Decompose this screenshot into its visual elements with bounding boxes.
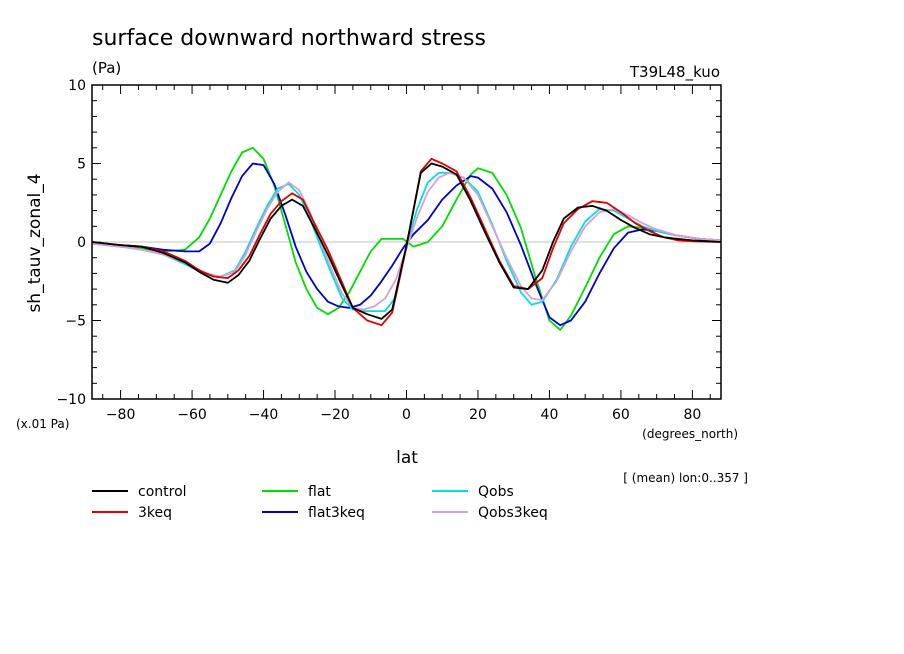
y-tick-label: 5 bbox=[77, 157, 86, 173]
series-line-flat bbox=[91, 146, 722, 331]
x-tick-label: 60 bbox=[612, 407, 630, 423]
x-tick-label: 0 bbox=[402, 407, 411, 423]
x-tick-label: −60 bbox=[177, 407, 207, 423]
legend-label-flat3keq: flat3keq bbox=[308, 505, 365, 521]
y-scale-note: (x.01 Pa) bbox=[16, 417, 69, 431]
legend-label-qobs3keq: Qobs3keq bbox=[478, 505, 548, 521]
plot-frame bbox=[91, 84, 722, 400]
x-tick-label: −20 bbox=[320, 407, 350, 423]
x-tick-label: 20 bbox=[469, 407, 487, 423]
axis-ticks: −80 −60 −40 −20 0 20 40 60 80 −10 −5 0 5 10 bbox=[56, 78, 721, 423]
y-axis-label: sh_tauv_zonal_4 bbox=[25, 173, 45, 312]
legend-label-3keq: 3keq bbox=[138, 505, 172, 521]
legend: control 3keq flat flat3keq Qobs Qobs3keq bbox=[92, 484, 548, 521]
units-label: (Pa) bbox=[92, 59, 121, 77]
series-line-qobs3keq bbox=[91, 171, 722, 311]
series-line-control bbox=[91, 162, 722, 320]
averaging-note: [ (mean) lon:0..357 ] bbox=[623, 471, 748, 485]
x-tick-label: 80 bbox=[683, 407, 701, 423]
y-tick-label: 0 bbox=[77, 235, 86, 251]
series-lines bbox=[91, 146, 722, 331]
legend-label-qobs: Qobs bbox=[478, 484, 514, 500]
x-tick-label: 40 bbox=[541, 407, 559, 423]
x-tick-label: −40 bbox=[249, 407, 279, 423]
x-tick-label: −80 bbox=[106, 407, 136, 423]
chart-title: surface downward northward stress bbox=[92, 26, 486, 51]
y-tick-label: 10 bbox=[68, 78, 86, 94]
series-line-flat3keq bbox=[91, 162, 722, 327]
experiment-label: T39L48_kuo bbox=[629, 63, 720, 82]
y-tick-label: −5 bbox=[65, 314, 86, 330]
legend-label-control: control bbox=[138, 484, 187, 500]
y-tick-label: −10 bbox=[56, 392, 86, 408]
x-units-label: (degrees_north) bbox=[642, 427, 738, 441]
legend-label-flat: flat bbox=[308, 484, 331, 500]
x-axis-label: lat bbox=[396, 448, 418, 468]
